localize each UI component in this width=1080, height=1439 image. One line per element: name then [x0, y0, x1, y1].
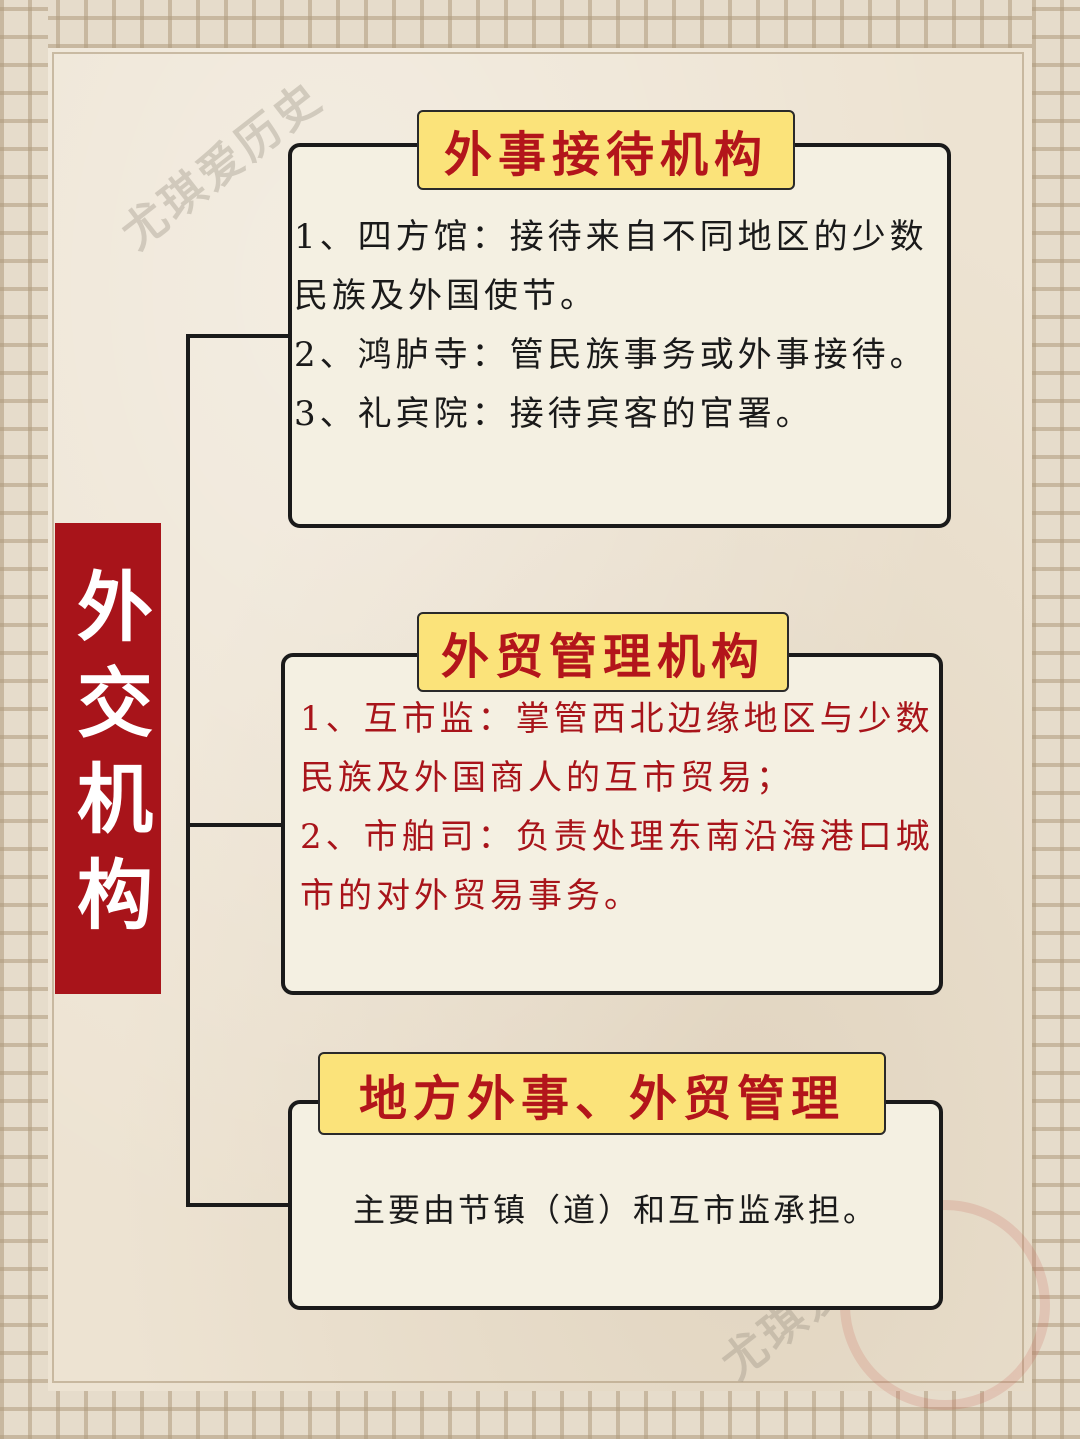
decorative-border-left	[0, 0, 48, 1439]
section-title-reception: 外事接待机构	[417, 110, 795, 190]
main-title-text: 外交机构	[64, 566, 153, 951]
trade-list: 1、互市监：掌管西北边缘地区与少数民族及外国商人的互市贸易； 2、市舶司：负责处…	[300, 690, 940, 926]
section-title-trade: 外贸管理机构	[417, 612, 789, 692]
list-item: 2、市舶司：负责处理东南沿海港口城市的对外贸易事务。	[300, 817, 934, 916]
inner-frame	[52, 52, 1024, 1383]
local-text: 主要由节镇（道）和互市监承担。	[352, 1191, 878, 1229]
connector-trunk	[186, 334, 190, 1206]
decorative-border-right	[1032, 0, 1080, 1439]
section-title-local: 地方外事、外贸管理	[318, 1052, 886, 1135]
main-title: 外交机构	[55, 523, 161, 994]
list-item: 1、四方馆：接待来自不同地区的少数民族及外国使节。	[294, 217, 928, 316]
section-box-trade	[281, 653, 943, 995]
connector-branch-1	[186, 334, 290, 338]
reception-list: 1、四方馆：接待来自不同地区的少数民族及外国使节。 2、鸿胪寺：管民族事务或外事…	[294, 208, 946, 444]
list-item: 1、互市监：掌管西北边缘地区与少数民族及外国商人的互市贸易；	[300, 699, 934, 798]
connector-branch-3	[186, 1203, 290, 1207]
section-box-reception	[288, 143, 951, 528]
list-item: 2、鸿胪寺：管民族事务或外事接待。	[294, 335, 928, 375]
decorative-border-top	[0, 0, 1080, 48]
list-item: 3、礼宾院：接待宾客的官署。	[294, 394, 814, 434]
connector-branch-2	[186, 823, 284, 827]
